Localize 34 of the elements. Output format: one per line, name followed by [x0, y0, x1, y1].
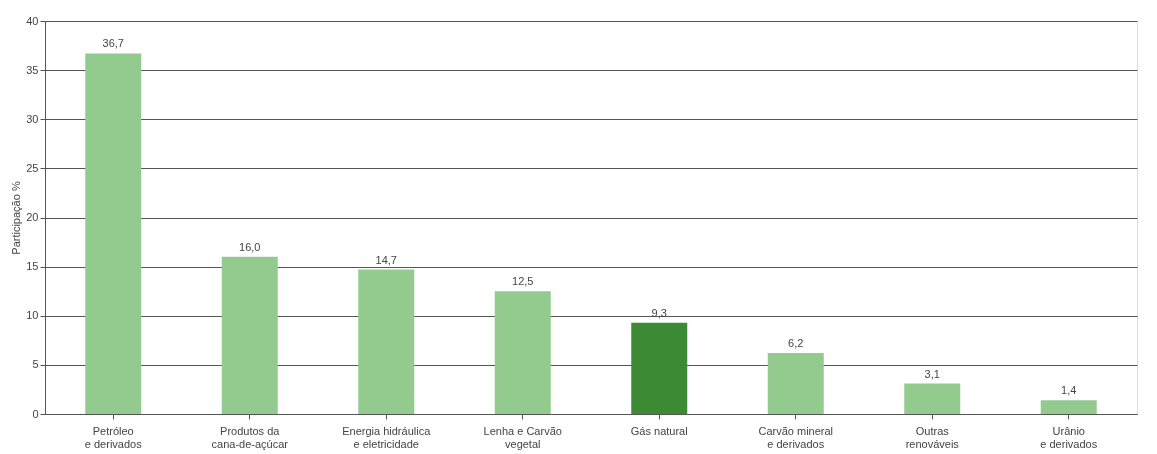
y-tick-label: 5 — [32, 358, 39, 371]
x-tick-label: Energia hidráulica e eletricidade — [342, 424, 432, 450]
bar — [1040, 400, 1097, 414]
y-tick-label: 35 — [26, 63, 39, 76]
data-label: 14,7 — [375, 253, 397, 266]
data-label: 36,7 — [102, 37, 124, 50]
x-tick-label: Lenha e Carvão vegetal — [483, 424, 562, 450]
data-label: 16,0 — [239, 240, 261, 253]
x-tick-label: Gás natural — [630, 424, 688, 437]
y-tick-label: 10 — [26, 309, 39, 322]
data-label: 3,1 — [924, 367, 940, 380]
x-tick-label: Outras renováveis — [905, 424, 960, 450]
bar — [494, 291, 551, 414]
bar — [631, 322, 688, 414]
x-tick-label: Carvão mineral e derivados — [758, 424, 834, 450]
y-tick-label: 40 — [26, 14, 39, 27]
y-axis-title: Participação % — [10, 181, 23, 255]
data-label: 1,4 — [1061, 384, 1077, 397]
data-label: 12,5 — [512, 275, 534, 288]
y-tick-label: 20 — [26, 211, 39, 223]
data-label: 9,3 — [651, 306, 667, 319]
y-tick-label: 15 — [26, 260, 39, 273]
bar — [85, 53, 142, 414]
bar — [904, 383, 961, 414]
bar — [767, 353, 824, 414]
x-tick-label: Produtos da cana-de-açúcar — [211, 424, 289, 450]
bar — [221, 256, 278, 414]
x-tick-label: Urânio e derivados — [1040, 424, 1098, 450]
data-label: 6,2 — [788, 337, 804, 350]
x-tick-label: Petróleo e derivados — [84, 424, 143, 450]
y-tick-label: 0 — [32, 407, 39, 420]
y-tick-label: 30 — [26, 112, 39, 125]
bar — [358, 269, 415, 414]
y-tick-label: 25 — [26, 161, 39, 174]
